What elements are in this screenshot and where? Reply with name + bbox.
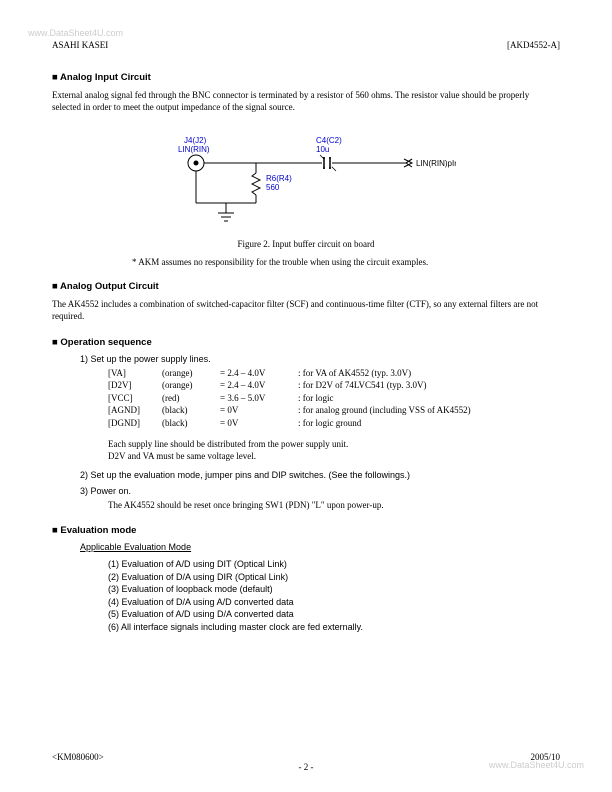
figure-caption: Figure 2. Input buffer circuit on board	[52, 239, 560, 249]
akm-note: * AKM assumes no responsibility for the …	[132, 257, 560, 267]
page-header: ASAHI KASEI [AKD4552-A]	[52, 40, 560, 50]
footer-left: <KM080600>	[52, 752, 104, 762]
analog-input-para: External analog signal fed through the B…	[52, 89, 560, 113]
supply-lines-table: [VA](orange)= 2.4 – 4.0V: for VA of AK45…	[52, 367, 560, 430]
svg-text:LIN(RIN)pIn: LIN(RIN)pIn	[416, 159, 456, 168]
table-row: [AGND](black)= 0V: for analog ground (in…	[108, 404, 560, 417]
list-item: (5) Evaluation of A/D using D/A converte…	[108, 608, 560, 621]
company-name: ASAHI KASEI	[52, 40, 108, 50]
supply-note: Each supply line should be distributed f…	[108, 438, 560, 462]
list-item: (6) All interface signals including mast…	[108, 621, 560, 634]
table-row: [D2V](orange)= 2.4 – 4.0V: for D2V of 74…	[108, 379, 560, 392]
table-row: [VA](orange)= 2.4 – 4.0V: for VA of AK45…	[108, 367, 560, 380]
step-3-head: 3) Power on.	[80, 486, 560, 496]
step-2-head: 2) Set up the evaluation mode, jumper pi…	[80, 470, 560, 480]
table-row: [VCC](red)= 3.6 – 5.0V: for logic	[108, 392, 560, 405]
svg-text:J4(J2): J4(J2)	[184, 136, 207, 145]
figure-2: J4(J2) LIN(RIN) C4(C2) 10u R6(R4) 560 LI…	[52, 123, 560, 235]
table-row: [DGND](black)= 0V: for logic ground	[108, 417, 560, 430]
section-analog-output-title: Analog Output Circuit	[52, 281, 560, 292]
step-3-body: The AK4552 should be reset once bringing…	[108, 499, 560, 511]
svg-text:10u: 10u	[316, 145, 329, 154]
svg-text:560: 560	[266, 183, 280, 192]
list-item: (2) Evaluation of D/A using DIR (Optical…	[108, 571, 560, 584]
svg-text:LIN(RIN): LIN(RIN)	[178, 145, 210, 154]
section-evaluation-title: Evaluation mode	[52, 525, 560, 536]
analog-output-para: The AK4552 includes a combination of swi…	[52, 298, 560, 322]
page: ASAHI KASEI [AKD4552-A] Analog Input Cir…	[0, 0, 612, 792]
list-item: (3) Evaluation of loopback mode (default…	[108, 583, 560, 596]
section-operation-title: Operation sequence	[52, 337, 560, 348]
evaluation-subhead: Applicable Evaluation Mode	[80, 542, 560, 552]
svg-text:R6(R4): R6(R4)	[266, 174, 292, 183]
doc-id: [AKD4552-A]	[507, 40, 560, 50]
svg-text:C4(C2): C4(C2)	[316, 136, 342, 145]
page-footer: <KM080600> 2005/10	[52, 752, 560, 762]
list-item: (1) Evaluation of A/D using DIT (Optical…	[108, 558, 560, 571]
step-1-head: 1) Set up the power supply lines.	[80, 354, 560, 364]
footer-right: 2005/10	[530, 752, 560, 762]
list-item: (4) Evaluation of D/A using A/D converte…	[108, 596, 560, 609]
page-number: - 2 -	[0, 762, 612, 772]
section-analog-input-title: Analog Input Circuit	[52, 72, 560, 83]
evaluation-list: (1) Evaluation of A/D using DIT (Optical…	[108, 558, 560, 634]
